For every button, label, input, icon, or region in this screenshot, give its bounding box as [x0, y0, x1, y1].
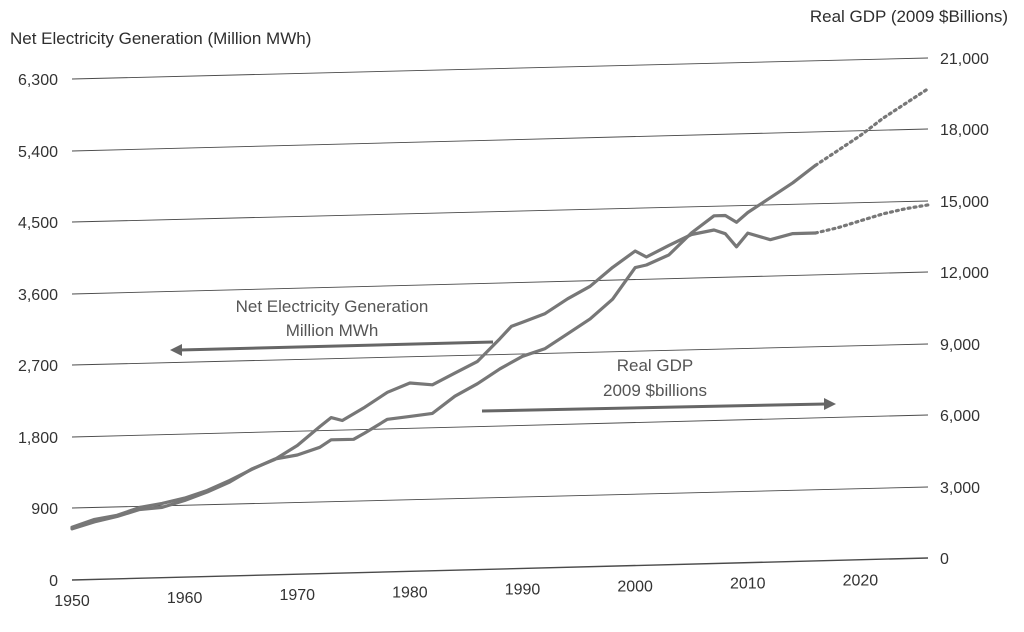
- right-axis-title: Real GDP (2009 $Billions): [810, 7, 1008, 26]
- left-tick-label: 2,700: [18, 358, 58, 375]
- x-tick-label: 1960: [167, 590, 203, 607]
- right-tick-label: 21,000: [940, 51, 989, 68]
- gridlines: [71, 57, 929, 581]
- gdp-annotation-line1: Real GDP: [617, 356, 694, 375]
- tick-labels: 0 900 1,800 2,700 3,600 4,500 5,400 6,300 0 3,000…: [18, 51, 989, 610]
- electricity-annotation-line1: Net Electricity Generation: [236, 297, 429, 316]
- right-tick-label: 12,000: [940, 265, 989, 282]
- x-tick-label: 2000: [617, 579, 653, 596]
- electricity-projection-line: [813, 203, 930, 235]
- electricity-annotation-line2: Million MWh: [286, 321, 379, 340]
- gridline: [71, 414, 929, 438]
- right-arrow-shaft: [481, 402, 827, 413]
- x-tick-label: 1980: [392, 584, 428, 601]
- series-lines: [70, 87, 930, 531]
- left-tick-label: 1,800: [18, 430, 58, 447]
- left-tick-label: 900: [31, 501, 58, 518]
- left-arrow-shaft: [179, 340, 494, 352]
- left-tick-label: 5,400: [18, 144, 58, 161]
- left-tick-label: 3,600: [18, 287, 58, 304]
- right-tick-label: 0: [940, 551, 949, 568]
- x-tick-label: 1990: [505, 581, 541, 598]
- x-tick-label: 2020: [843, 573, 879, 590]
- gridline: [71, 128, 929, 152]
- right-tick-label: 18,000: [940, 122, 989, 139]
- left-arrow-head: [170, 344, 182, 356]
- real-gdp-line: [70, 163, 818, 529]
- right-tick-label: 9,000: [940, 337, 980, 354]
- x-tick-label: 1970: [279, 587, 315, 604]
- gdp-annotation-line2: 2009 $billions: [603, 381, 707, 400]
- gridline: [71, 200, 929, 223]
- gridline: [71, 343, 929, 366]
- x-tick-label: 2010: [730, 576, 766, 593]
- x-tick-label: 1950: [54, 593, 90, 610]
- annotations: Net Electricity Generation Million MWh Rea…: [170, 297, 836, 413]
- gdp-projection-line: [813, 87, 930, 167]
- right-tick-label: 15,000: [940, 194, 989, 211]
- gridline: [71, 271, 929, 295]
- electricity-generation-line: [70, 228, 818, 531]
- right-arrow-head: [824, 398, 836, 410]
- gridline: [71, 557, 929, 581]
- left-axis-title: Net Electricity Generation (Million MWh): [10, 29, 311, 48]
- gridline: [71, 57, 929, 80]
- right-tick-label: 3,000: [940, 480, 980, 497]
- gridline: [71, 486, 929, 509]
- left-tick-label: 0: [49, 573, 58, 590]
- left-tick-label: 6,300: [18, 72, 58, 89]
- right-tick-label: 6,000: [940, 408, 980, 425]
- left-tick-label: 4,500: [18, 215, 58, 232]
